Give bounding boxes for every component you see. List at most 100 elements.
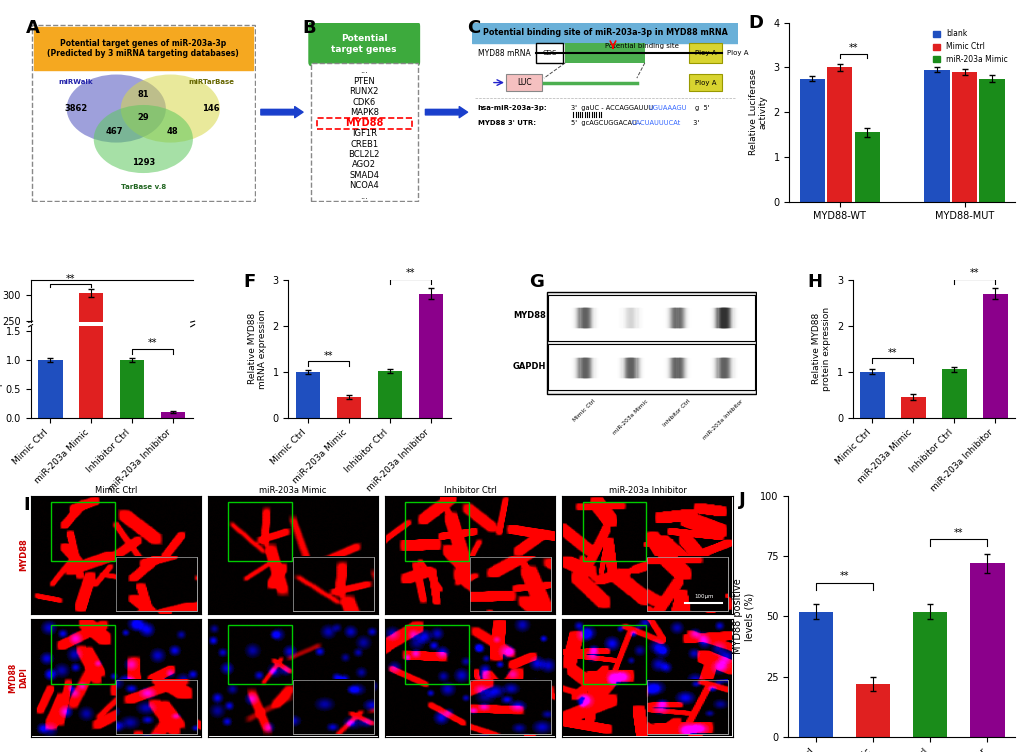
- Text: NCOA4: NCOA4: [350, 181, 379, 190]
- Text: **: **: [888, 348, 897, 358]
- Bar: [855, 684, 890, 737]
- Text: **: **: [969, 268, 978, 278]
- Bar: [582, 502, 646, 561]
- Bar: [78, 0, 103, 417]
- Y-axis label: MYD88
DAPI: MYD88 DAPI: [8, 663, 28, 693]
- Text: AGO2: AGO2: [352, 160, 376, 169]
- Bar: [470, 557, 550, 611]
- Text: TarBase v.8: TarBase v.8: [120, 184, 166, 190]
- Title: miR-203a Inhibitor: miR-203a Inhibitor: [608, 486, 686, 495]
- FancyBboxPatch shape: [505, 74, 541, 91]
- Bar: [292, 557, 374, 611]
- Text: miR-203a Mimic: miR-203a Mimic: [611, 399, 648, 435]
- Text: IGF1R: IGF1R: [352, 129, 376, 138]
- FancyBboxPatch shape: [472, 23, 738, 43]
- Bar: [647, 557, 728, 611]
- Text: Potential binding site of miR-203a-3p in MYD88 mRNA: Potential binding site of miR-203a-3p in…: [482, 28, 727, 37]
- Text: 3': 3': [688, 120, 698, 126]
- Text: MYD88 mRNA: MYD88 mRNA: [477, 49, 530, 57]
- Text: I: I: [23, 496, 31, 514]
- Bar: [336, 397, 361, 417]
- Bar: [969, 563, 1004, 737]
- Bar: [116, 557, 197, 611]
- Text: **: **: [406, 268, 415, 278]
- Bar: [982, 293, 1007, 417]
- Bar: [912, 611, 947, 737]
- Text: CREB1: CREB1: [350, 140, 378, 149]
- Text: Ploy A: Ploy A: [727, 50, 748, 56]
- Text: **: **: [953, 528, 963, 538]
- Text: Inhibitor Ctrl: Inhibitor Ctrl: [661, 399, 691, 428]
- FancyBboxPatch shape: [535, 43, 562, 63]
- Text: GAPDH: GAPDH: [513, 362, 546, 371]
- Text: A: A: [26, 19, 40, 37]
- Y-axis label: Relative MYD88
protein expression: Relative MYD88 protein expression: [811, 307, 830, 391]
- Bar: [292, 680, 374, 734]
- Bar: [38, 360, 62, 417]
- FancyBboxPatch shape: [34, 27, 253, 70]
- Title: Mimic Ctrl: Mimic Ctrl: [95, 486, 137, 495]
- Text: MYD88 3' UTR:: MYD88 3' UTR:: [477, 120, 535, 126]
- Text: CDK6: CDK6: [353, 98, 375, 107]
- Text: miRTarBase: miRTarBase: [187, 79, 233, 85]
- Text: miRWalk: miRWalk: [58, 79, 93, 85]
- Bar: [978, 78, 1004, 202]
- FancyBboxPatch shape: [547, 344, 755, 390]
- Text: miR-203a Inhibitor: miR-203a Inhibitor: [702, 399, 744, 441]
- Bar: [51, 625, 114, 684]
- Text: **: **: [148, 338, 157, 347]
- Bar: [296, 371, 320, 417]
- Text: 3862: 3862: [64, 104, 88, 113]
- Bar: [51, 502, 114, 561]
- Legend: blank, Mimic Ctrl, miR-203a Mimic: blank, Mimic Ctrl, miR-203a Mimic: [928, 26, 1010, 67]
- Text: B: B: [302, 19, 316, 37]
- Y-axis label: MYD88 positive
levels (%): MYD88 positive levels (%): [733, 578, 754, 654]
- Text: F: F: [243, 273, 255, 291]
- Bar: [161, 412, 185, 417]
- Text: 146: 146: [202, 104, 219, 113]
- Text: 100μm: 100μm: [693, 593, 712, 599]
- Text: **: **: [66, 274, 75, 284]
- Text: PTEN: PTEN: [353, 77, 375, 86]
- Bar: [951, 72, 976, 202]
- Text: Ploy A: Ploy A: [694, 50, 716, 56]
- Text: 3'  gaUC - ACCAGGAUUU: 3' gaUC - ACCAGGAUUU: [570, 105, 652, 111]
- Text: CACUAUUUCAt: CACUAUUUCAt: [631, 120, 680, 126]
- Bar: [292, 680, 374, 734]
- Bar: [647, 557, 728, 611]
- Text: 1293: 1293: [131, 158, 155, 167]
- Bar: [228, 502, 291, 561]
- Bar: [826, 68, 852, 202]
- Text: **: **: [848, 44, 857, 53]
- Bar: [470, 680, 550, 734]
- Text: J: J: [738, 491, 745, 509]
- Bar: [923, 70, 949, 202]
- Text: BCL2L2: BCL2L2: [348, 150, 379, 159]
- Text: **: **: [839, 572, 849, 581]
- Text: hsa-miR-203a-3p:: hsa-miR-203a-3p:: [477, 105, 547, 111]
- FancyBboxPatch shape: [311, 63, 418, 201]
- Y-axis label: Relative Luciferase
activity: Relative Luciferase activity: [748, 69, 767, 156]
- Text: MYD88: MYD88: [344, 118, 383, 128]
- Text: ...: ...: [360, 66, 368, 75]
- Text: MAPK8: MAPK8: [350, 108, 378, 117]
- Bar: [900, 397, 925, 417]
- Text: Potential target genes of miR-203a-3p
(Predicted by 3 miRNA targeting databases): Potential target genes of miR-203a-3p (P…: [48, 39, 239, 58]
- Text: g  5': g 5': [695, 105, 709, 111]
- Bar: [377, 371, 401, 417]
- Y-axis label: Relative MYD88
mRNA expression: Relative MYD88 mRNA expression: [248, 309, 267, 389]
- Bar: [647, 680, 728, 734]
- FancyBboxPatch shape: [565, 43, 645, 63]
- Ellipse shape: [66, 74, 166, 143]
- Bar: [418, 293, 442, 417]
- Bar: [798, 611, 833, 737]
- Bar: [942, 369, 966, 417]
- Bar: [292, 557, 374, 611]
- Text: Mimic Ctrl: Mimic Ctrl: [572, 399, 596, 423]
- Text: 29: 29: [138, 113, 149, 122]
- FancyBboxPatch shape: [547, 292, 755, 393]
- Text: **: **: [323, 350, 333, 361]
- Text: Ploy A: Ploy A: [694, 80, 716, 86]
- Bar: [405, 625, 469, 684]
- Bar: [116, 680, 197, 734]
